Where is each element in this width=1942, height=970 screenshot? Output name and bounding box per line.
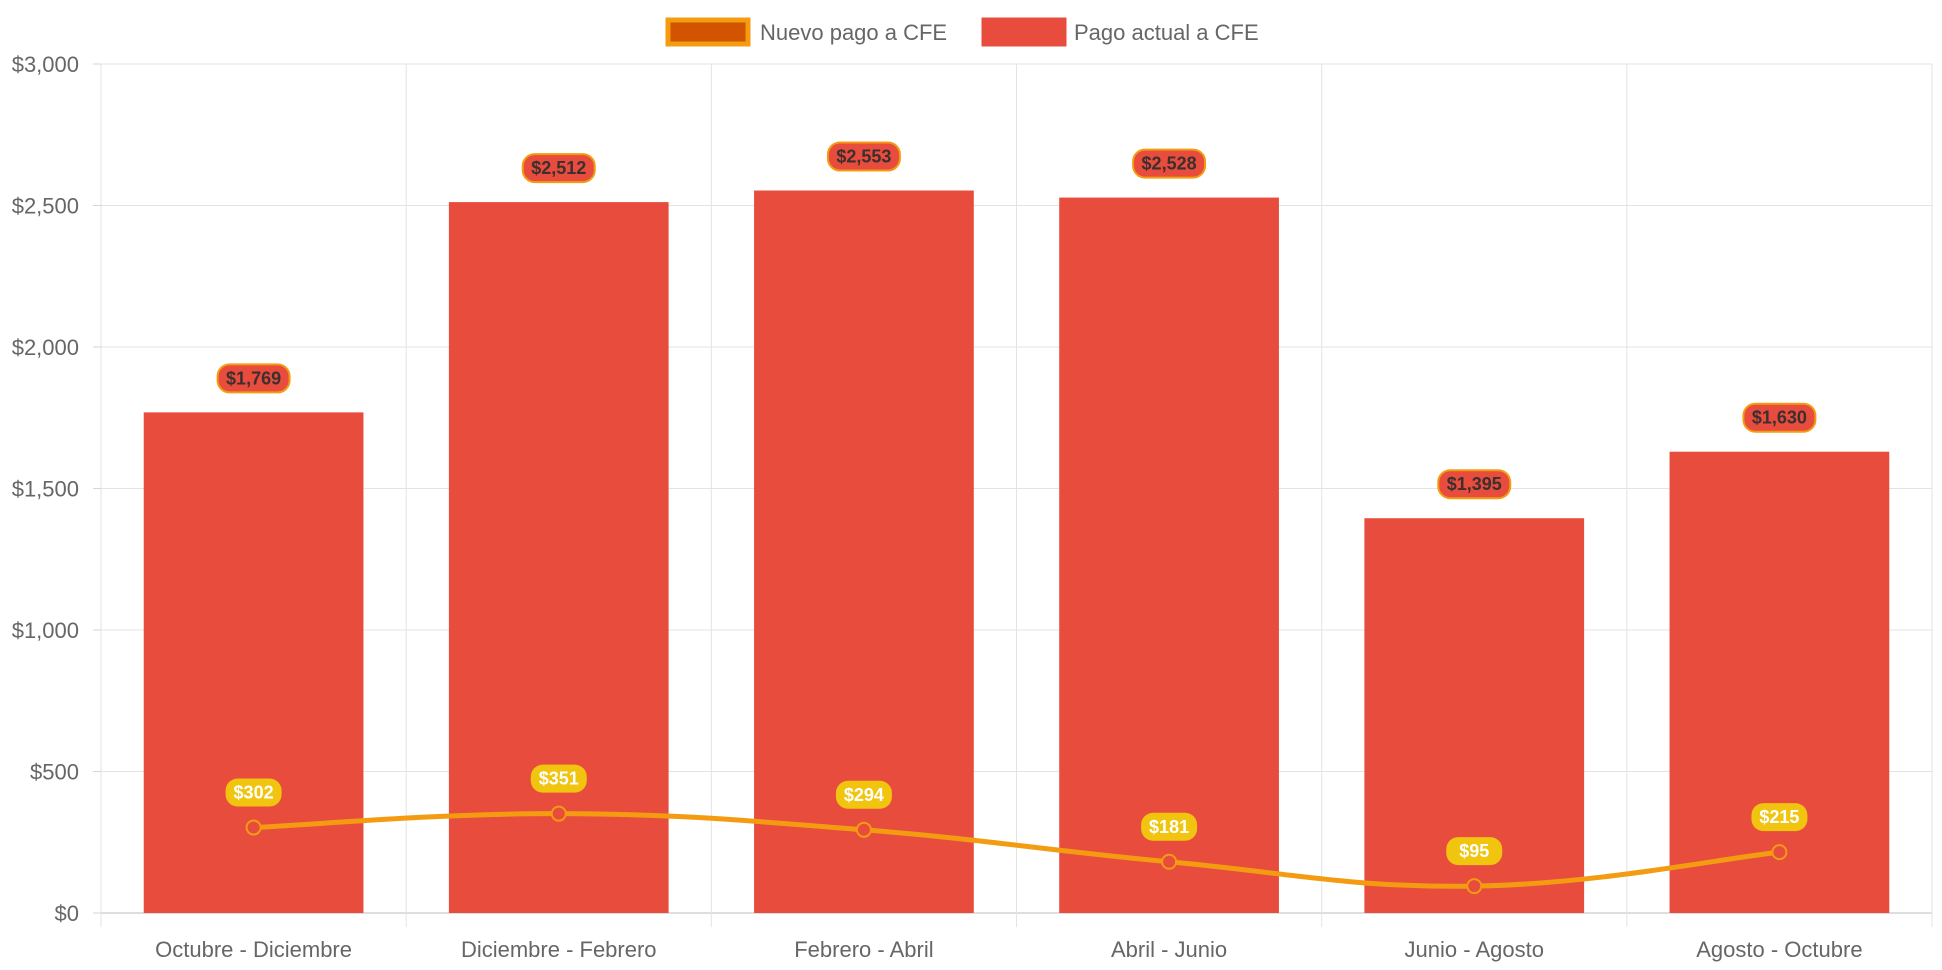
bar (448, 202, 669, 913)
line-point (550, 805, 567, 822)
bar-label-badge (216, 363, 291, 394)
grid (100, 63, 1933, 927)
x-tick-label: Abril - Junio (1111, 937, 1227, 962)
line-series (245, 805, 1788, 895)
bar (1059, 197, 1279, 914)
x-tick-label: Diciembre - Febrero (461, 937, 657, 962)
line-label-badge (835, 780, 892, 809)
line-value-label: $302 (234, 783, 274, 803)
legend-label: Nuevo pago a CFE (760, 20, 947, 45)
bar (1669, 451, 1890, 913)
bar-value-label: $1,630 (1752, 408, 1807, 428)
line-label-badge (1446, 837, 1503, 866)
line-label-badge (1141, 812, 1198, 841)
y-tick-label: $1,500 (12, 477, 79, 502)
bar-value-label: $2,553 (836, 147, 891, 167)
line-label-badge (1751, 803, 1808, 832)
x-tick-label: Octubre - Diciembre (155, 937, 352, 962)
bar-label-badge (1437, 469, 1512, 500)
line-value-label: $95 (1459, 841, 1489, 861)
bar-value-label: $1,769 (226, 368, 281, 388)
bar-label-badge (1132, 148, 1207, 179)
legend-swatch (981, 17, 1067, 47)
line-point (245, 819, 262, 836)
bar-value-label: $2,528 (1142, 154, 1197, 174)
bar-label-badge (826, 141, 901, 172)
legend-item[interactable]: Pago actual a CFE (981, 17, 1259, 47)
x-tick-label: Febrero - Abril (794, 937, 933, 962)
line-point (1771, 844, 1788, 861)
bar-label-badge (521, 153, 596, 184)
axes: $0 $500 $1,000 $1,500 $2,000 $2,500 $3,000 Octu… (12, 52, 1863, 962)
bar-label-badge (1742, 402, 1817, 433)
line-value-label: $215 (1759, 807, 1799, 827)
legend-item[interactable]: Nuevo pago a CFE (665, 17, 947, 47)
line-path (253, 811, 1780, 889)
y-tick-label: $1,000 (12, 618, 79, 643)
bar-value-label: $2,512 (531, 158, 586, 178)
legend-label: Pago actual a CFE (1074, 20, 1259, 45)
y-tick-label: $0 (55, 901, 79, 926)
y-tick-label: $2,500 (12, 194, 79, 219)
y-tick-label: $3,000 (12, 52, 79, 77)
data-labels: $1,769 $2,512 $2,553 $2,528 $1,395 $1,630 $302… (216, 141, 1817, 866)
line-value-label: $181 (1149, 817, 1189, 837)
line-label-badge (530, 764, 587, 793)
line-point (855, 821, 872, 838)
x-tick-label: Agosto - Octubre (1696, 937, 1862, 962)
bar-value-label: $1,395 (1447, 474, 1502, 494)
line-point (1161, 853, 1178, 870)
line-value-label: $351 (539, 769, 579, 789)
line-point (1466, 878, 1483, 895)
x-tick-label: Junio - Agosto (1405, 937, 1544, 962)
legend-swatch (665, 17, 751, 47)
legend: Nuevo pago a CFE Pago actual a CFE (665, 17, 1259, 47)
line-value-label: $294 (844, 785, 884, 805)
y-tick-label: $500 (30, 760, 79, 785)
y-tick-label: $2,000 (12, 335, 79, 360)
bar (143, 412, 364, 913)
line-label-badge (225, 778, 282, 807)
